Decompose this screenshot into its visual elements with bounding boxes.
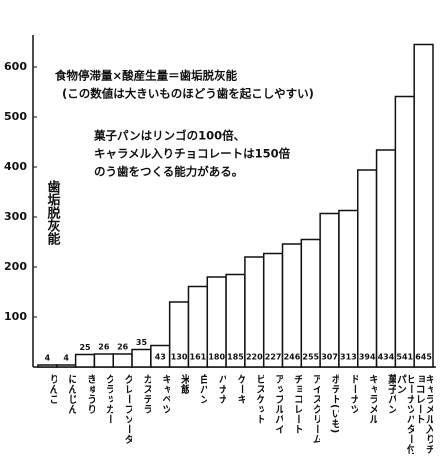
bar — [37, 364, 58, 368]
x-tick-label: アップルパイ — [272, 374, 283, 434]
x-tick-label: カステラ — [141, 374, 152, 414]
x-tick-label: ケーキ — [235, 374, 246, 404]
x-tick-label: アイスクリーム — [310, 374, 321, 444]
value-label: 227 — [265, 353, 282, 362]
value-label: 43 — [155, 353, 166, 362]
x-tick-label: ピーナツバター付パン — [396, 374, 415, 454]
bar — [394, 95, 415, 368]
bar — [56, 364, 77, 368]
bar — [413, 43, 434, 368]
value-label: 220 — [246, 353, 263, 362]
x-tick-label: クラッカー — [103, 374, 114, 424]
value-label: 161 — [190, 353, 207, 362]
x-tick-label: りんご — [47, 374, 57, 404]
y-axis-label: 歯垢脱灰能 — [45, 179, 61, 246]
bar — [300, 238, 321, 368]
value-label: 541 — [396, 353, 413, 362]
bar — [262, 252, 284, 368]
y-tick-label: 300 — [4, 210, 27, 223]
annotation: (この数値は大きいものほどう歯を起こしやすい) — [62, 87, 314, 101]
annotation: キャラメル入りチョコレートは150倍 — [94, 147, 291, 161]
x-tick-label: バナナ — [216, 374, 227, 404]
x-tick-label: ビスケット — [253, 374, 264, 424]
value-label: 26 — [98, 343, 110, 352]
bar — [357, 169, 378, 368]
value-label: 185 — [227, 353, 244, 362]
bar — [131, 348, 152, 368]
x-tick-label: キャラメル — [366, 374, 377, 424]
annotation: のう歯をつくる能力がある。 — [94, 165, 243, 179]
x-tick-label: ドーナツ — [347, 374, 358, 414]
annotation: 食物停滞量×酸産生量＝歯垢脱灰能 — [55, 69, 238, 83]
y-tick-label: 200 — [4, 260, 27, 273]
value-label: 434 — [378, 353, 395, 362]
value-label: 26 — [117, 343, 129, 352]
bar — [375, 149, 397, 368]
bar — [319, 212, 340, 368]
value-label: 180 — [208, 353, 225, 362]
x-tick-label: チョコレート — [291, 374, 302, 434]
value-label: 25 — [79, 343, 91, 352]
x-tick-label: 菓子パン — [385, 374, 396, 414]
y-tick-label: 400 — [4, 160, 27, 173]
value-label: 35 — [136, 338, 148, 347]
annotation: 菓子パンはリンゴの100倍、 — [93, 129, 245, 143]
y-tick-label: 600 — [4, 60, 27, 73]
value-label: 246 — [284, 353, 301, 362]
value-label: 255 — [302, 353, 319, 362]
x-tick-label: 白パン — [197, 374, 208, 404]
value-label: 394 — [359, 353, 376, 362]
value-label: 645 — [415, 353, 432, 362]
value-label: 313 — [340, 353, 357, 362]
bar — [338, 209, 359, 368]
x-tick-label: にんじん — [65, 374, 76, 414]
x-tick-label: キャベツ — [159, 374, 170, 414]
y-tick-label: 500 — [4, 110, 27, 123]
value-label: 307 — [321, 353, 338, 362]
y-tick-label: 100 — [4, 310, 27, 323]
bar — [74, 353, 96, 368]
value-label: 4 — [45, 354, 51, 363]
x-tick-label: グレープソーダ — [122, 374, 133, 444]
x-tick-label: ポテト(いも) — [329, 374, 340, 434]
bar — [93, 353, 114, 368]
x-tick-label: 米飯 — [178, 374, 189, 394]
x-tick-label: きゅうり — [84, 374, 95, 414]
x-tick-label: キャラメル入りチョコレート — [415, 374, 434, 454]
bar — [281, 243, 303, 368]
value-label: 4 — [63, 354, 69, 363]
bar — [244, 256, 265, 368]
bar — [112, 353, 133, 368]
value-label: 130 — [171, 353, 188, 362]
